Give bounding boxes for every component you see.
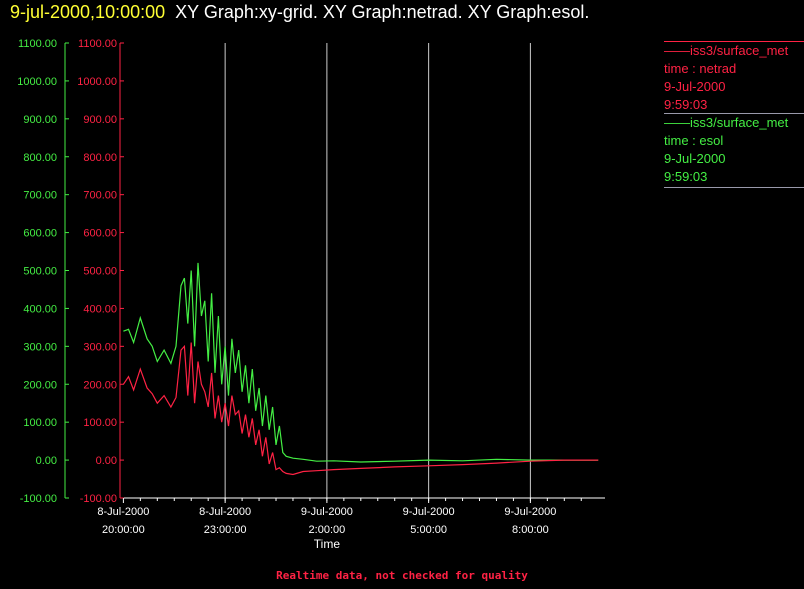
x-tick-label-date: 8-Jul-2000 (199, 506, 251, 518)
x-tick-label-date: 9-Jul-2000 (403, 506, 455, 518)
legend-time: 9:59:03 (664, 97, 708, 112)
y-tick-label-esol: 1000.00 (17, 76, 57, 88)
series-line-esol (123, 262, 599, 463)
legend-source: iss3/surface_met (690, 43, 789, 58)
y-tick-label-esol: 600.00 (23, 228, 57, 240)
legend-source: iss3/surface_met (690, 115, 789, 130)
y-tick-label-esol: 700.00 (23, 190, 57, 202)
legend-line-glyph: —— (664, 115, 690, 130)
y-tick-label-esol: 900.00 (23, 114, 57, 126)
y-tick-label-netrad: 800.00 (83, 152, 117, 164)
y-tick-label-netrad: 700.00 (83, 190, 117, 202)
y-tick-label-esol: 0.00 (36, 455, 57, 467)
y-tick-label-netrad: 0.00 (96, 455, 117, 467)
x-tick-label-time: 20:00:00 (102, 524, 145, 536)
x-tick-label-date: 8-Jul-2000 (97, 506, 149, 518)
x-tick-label-date: 9-Jul-2000 (504, 506, 556, 518)
y-tick-label-netrad: 400.00 (83, 303, 117, 315)
y-tick-label-esol: 1100.00 (18, 38, 57, 50)
x-tick-label-time: 5:00:00 (410, 524, 447, 536)
y-tick-label-esol: -100.00 (20, 493, 57, 505)
legend-line-glyph: —— (664, 43, 690, 58)
y-tick-label-netrad: 900.00 (83, 114, 117, 126)
timestamp: 9-jul-2000,10:00:00 (10, 2, 166, 22)
legend-separator (664, 113, 804, 114)
y-tick-label-netrad: 100.00 (83, 417, 117, 429)
y-tick-label-netrad: 200.00 (83, 379, 117, 391)
y-tick-label-netrad: 300.00 (83, 341, 117, 353)
legend-date: 9-Jul-2000 (664, 79, 726, 94)
x-tick-label-date: 9-Jul-2000 (301, 506, 353, 518)
quality-notice: Realtime data, not checked for quality (276, 569, 528, 582)
y-tick-label-esol: 800.00 (23, 152, 57, 164)
x-tick-label-time: 8:00:00 (512, 524, 549, 536)
legend-variable: time : esol (664, 133, 724, 148)
y-tick-label-esol: 300.00 (23, 341, 57, 353)
x-axis-label: Time (314, 537, 341, 551)
legend-separator (664, 41, 804, 42)
y-tick-label-netrad: 1100.00 (78, 38, 117, 50)
y-tick-label-netrad: 1000.00 (77, 76, 117, 88)
graph-titles: XY Graph:xy-grid. XY Graph:netrad. XY Gr… (175, 2, 590, 22)
legend-date: 9-Jul-2000 (664, 151, 726, 166)
y-tick-label-netrad: -100.00 (80, 493, 117, 505)
legend-time: 9:59:03 (664, 169, 708, 184)
x-tick-label-time: 2:00:00 (309, 524, 346, 536)
legend-separator (664, 187, 804, 188)
y-tick-label-esol: 100.00 (23, 417, 57, 429)
y-tick-label-esol: 200.00 (23, 379, 57, 391)
legend-esol: ——iss3/surface_met time : esol 9-Jul-200… (664, 113, 804, 188)
page-header: 9-jul-2000,10:00:00 XY Graph:xy-grid. XY… (10, 2, 589, 22)
y-tick-label-netrad: 500.00 (83, 266, 117, 278)
y-tick-label-netrad: 600.00 (83, 228, 117, 240)
legend-variable: time : netrad (664, 61, 737, 76)
series-line-netrad (122, 342, 599, 476)
y-tick-label-esol: 500.00 (23, 266, 57, 278)
y-tick-label-esol: 400.00 (23, 303, 57, 315)
x-tick-label-time: 23:00:00 (204, 524, 247, 536)
legend-netrad: ——iss3/surface_met time : netrad 9-Jul-2… (664, 41, 804, 114)
